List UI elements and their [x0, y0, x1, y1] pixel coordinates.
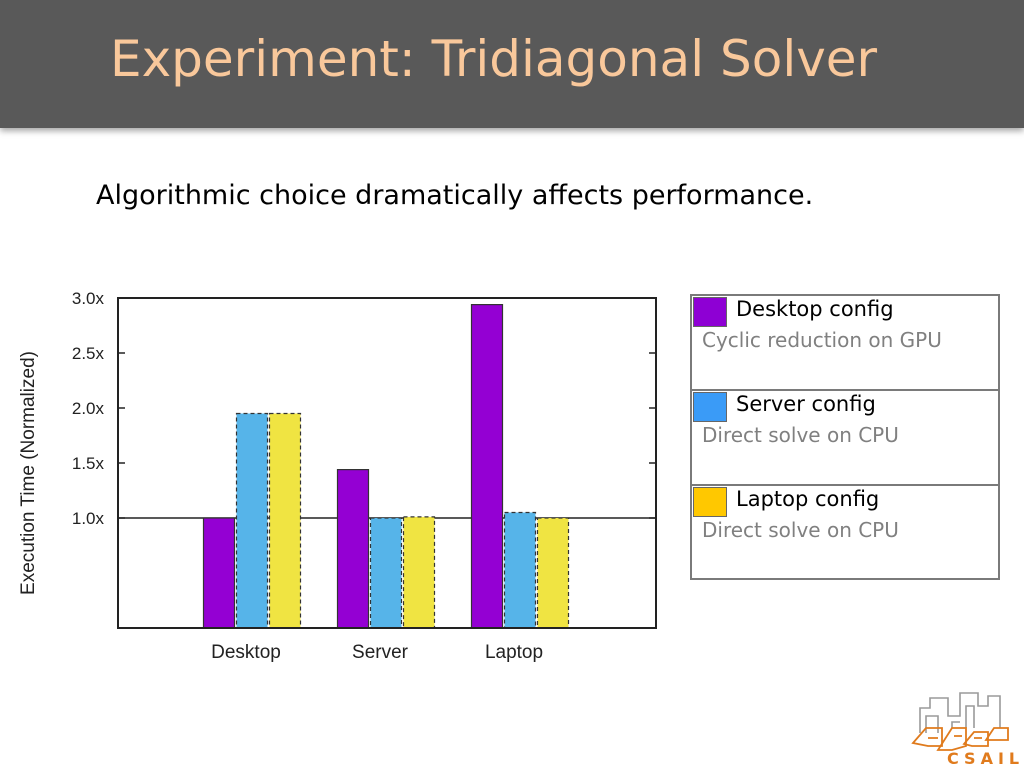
bar-desktop-2	[268, 412, 302, 629]
bar-server-0	[336, 469, 370, 629]
legend-swatch-desktop	[693, 297, 727, 327]
bar-laptop-1	[503, 511, 537, 629]
legend-description: Direct solve on CPU	[702, 423, 899, 447]
title-bar: Experiment: Tridiagonal Solver	[0, 0, 1024, 128]
logo-text: CSAIL	[947, 749, 1024, 768]
x-tick-label: Server	[352, 642, 409, 663]
legend-description: Cyclic reduction on GPU	[702, 328, 942, 352]
bar-chart: 1.0x 1.5x 2.0x 2.5x 3.0x Desktop Server Laptop E…	[18, 289, 657, 663]
legend-description: Direct solve on CPU	[702, 518, 899, 542]
legend-item-server: Server config Direct solve on CPU	[692, 391, 998, 486]
y-tick-label: 1.0x	[72, 509, 105, 528]
slide-title: Experiment: Tridiagonal Solver	[110, 30, 878, 88]
plot-frame	[117, 297, 657, 629]
legend-swatch-server	[693, 392, 727, 422]
legend-item-desktop: Desktop config Cyclic reduction on GPU	[692, 296, 998, 391]
y-tick-label: 2.5x	[72, 344, 105, 363]
y-tick-label: 1.5x	[72, 454, 105, 473]
bar-laptop-2	[536, 517, 570, 629]
slide-subtitle: Algorithmic choice dramatically affects …	[96, 180, 814, 211]
y-tick-label: 2.0x	[72, 399, 105, 418]
bar-server-2	[402, 516, 436, 629]
csail-logo	[911, 692, 1009, 751]
y-tick-label: 3.0x	[72, 289, 105, 308]
legend-item-laptop: Laptop config Direct solve on CPU	[692, 486, 998, 578]
legend-name: Desktop config	[736, 297, 894, 321]
x-tick-label: Desktop	[211, 642, 281, 663]
bar-desktop-1	[235, 412, 269, 629]
legend-swatch-laptop	[693, 487, 727, 517]
bar-server-1	[369, 517, 403, 629]
x-tick-label: Laptop	[485, 642, 543, 663]
y-axis-label: Execution Time (Normalized)	[18, 351, 39, 595]
legend: Desktop config Cyclic reduction on GPU S…	[690, 294, 1000, 580]
legend-name: Server config	[736, 392, 876, 416]
bar-desktop-0	[202, 517, 236, 629]
bar-laptop-0	[470, 303, 504, 629]
legend-name: Laptop config	[736, 487, 880, 511]
